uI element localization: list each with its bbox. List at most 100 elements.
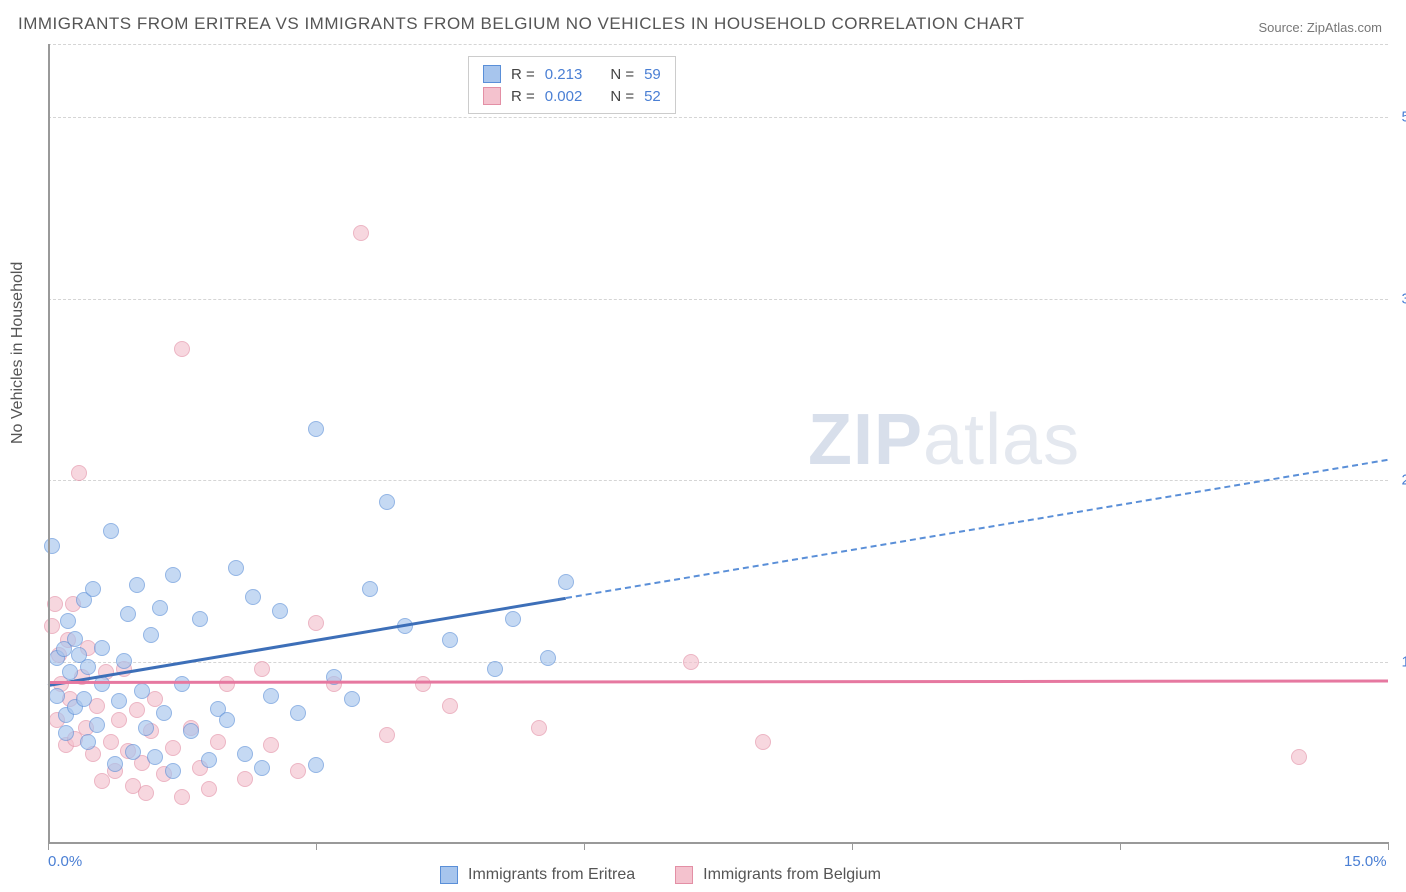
- x-tick: [316, 842, 317, 850]
- watermark: ZIPatlas: [808, 399, 1080, 481]
- data-point: [245, 589, 261, 605]
- data-point: [228, 560, 244, 576]
- data-point: [103, 734, 119, 750]
- data-point: [94, 773, 110, 789]
- n-value: 52: [644, 88, 661, 105]
- data-point: [165, 740, 181, 756]
- data-point: [152, 600, 168, 616]
- chart-area: ZIPatlas No Vehicles in Household 12.5%2…: [48, 44, 1388, 844]
- data-point: [344, 691, 360, 707]
- data-point: [263, 737, 279, 753]
- data-point: [183, 723, 199, 739]
- data-point: [94, 640, 110, 656]
- x-axis-line: [48, 842, 1388, 844]
- data-point: [116, 653, 132, 669]
- data-point: [174, 341, 190, 357]
- gridline: [48, 480, 1388, 481]
- y-axis-line: [48, 44, 50, 844]
- data-point: [254, 760, 270, 776]
- data-point: [237, 771, 253, 787]
- data-point: [156, 705, 172, 721]
- legend-row-blue: R = 0.213 N = 59: [483, 63, 661, 85]
- y-tick-label: 12.5%: [1401, 654, 1406, 671]
- data-point: [254, 661, 270, 677]
- gridline: [48, 117, 1388, 118]
- r-value: 0.002: [545, 88, 583, 105]
- data-point: [80, 659, 96, 675]
- x-tick: [48, 842, 49, 850]
- data-point: [219, 712, 235, 728]
- data-point: [308, 757, 324, 773]
- swatch-pink-icon: [675, 866, 693, 884]
- legend-row-pink: R = 0.002 N = 52: [483, 85, 661, 107]
- n-value: 59: [644, 66, 661, 83]
- y-tick-label: 50.0%: [1401, 108, 1406, 125]
- gridline: [48, 662, 1388, 663]
- data-point: [125, 744, 141, 760]
- data-point: [192, 611, 208, 627]
- data-point: [362, 581, 378, 597]
- data-point: [80, 734, 96, 750]
- data-point: [138, 785, 154, 801]
- data-point: [1291, 749, 1307, 765]
- data-point: [755, 734, 771, 750]
- legend-series: Immigrants from Eritrea Immigrants from …: [440, 866, 881, 884]
- data-point: [174, 789, 190, 805]
- data-point: [60, 613, 76, 629]
- data-point: [143, 627, 159, 643]
- data-point: [558, 574, 574, 590]
- gridline: [48, 44, 1388, 45]
- data-point: [44, 538, 60, 554]
- data-point: [134, 683, 150, 699]
- data-point: [263, 688, 279, 704]
- x-tick: [1120, 842, 1121, 850]
- data-point: [290, 763, 306, 779]
- data-point: [120, 606, 136, 622]
- data-point: [308, 421, 324, 437]
- data-point: [76, 691, 92, 707]
- data-point: [129, 577, 145, 593]
- watermark-zip: ZIP: [808, 400, 923, 480]
- data-point: [174, 676, 190, 692]
- data-point: [71, 465, 87, 481]
- data-point: [442, 698, 458, 714]
- data-point: [58, 725, 74, 741]
- data-point: [237, 746, 253, 762]
- data-point: [67, 631, 83, 647]
- legend-label: Immigrants from Belgium: [703, 866, 881, 884]
- data-point: [505, 611, 521, 627]
- data-point: [129, 702, 145, 718]
- data-point: [272, 603, 288, 619]
- data-point: [107, 756, 123, 772]
- legend-label: Immigrants from Eritrea: [468, 866, 635, 884]
- x-tick-label: 15.0%: [1344, 853, 1387, 870]
- data-point: [138, 720, 154, 736]
- watermark-atlas: atlas: [923, 400, 1080, 480]
- x-tick: [584, 842, 585, 850]
- data-point: [165, 763, 181, 779]
- gridline: [48, 299, 1388, 300]
- y-tick-label: 37.5%: [1401, 290, 1406, 307]
- x-tick: [1388, 842, 1389, 850]
- data-point: [44, 618, 60, 634]
- data-point: [540, 650, 556, 666]
- data-point: [111, 693, 127, 709]
- data-point: [103, 523, 119, 539]
- data-point: [379, 494, 395, 510]
- data-point: [219, 676, 235, 692]
- data-point: [201, 752, 217, 768]
- data-point: [165, 567, 181, 583]
- data-point: [415, 676, 431, 692]
- y-tick-label: 25.0%: [1401, 472, 1406, 489]
- data-point: [85, 581, 101, 597]
- data-point: [290, 705, 306, 721]
- r-label: R =: [511, 66, 535, 83]
- x-tick-label: 0.0%: [48, 853, 82, 870]
- data-point: [62, 664, 78, 680]
- data-point: [531, 720, 547, 736]
- chart-title: IMMIGRANTS FROM ERITREA VS IMMIGRANTS FR…: [18, 14, 1024, 34]
- legend-correlation: R = 0.213 N = 59 R = 0.002 N = 52: [468, 56, 676, 114]
- r-label: R =: [511, 88, 535, 105]
- data-point: [111, 712, 127, 728]
- swatch-pink-icon: [483, 87, 501, 105]
